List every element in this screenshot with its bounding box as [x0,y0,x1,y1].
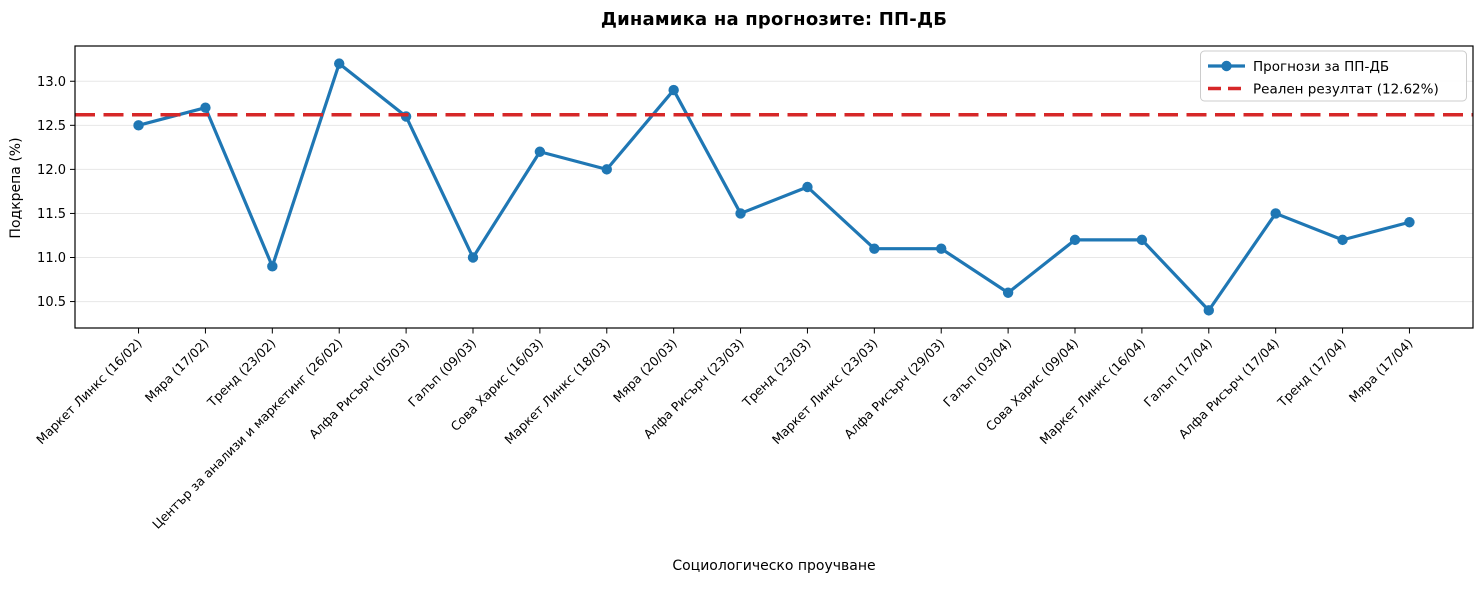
data-point-marker [534,146,546,157]
series-line [136,62,1412,312]
data-point-marker [1337,234,1348,246]
data-point-marker [601,164,612,175]
data-point-marker [936,243,947,254]
legend-box [1200,50,1467,102]
legend-marker-icon [1221,60,1232,72]
data-point-marker [802,181,813,193]
data-point-marker [668,84,679,96]
y-tick-label: 13.0 [37,75,66,90]
data-point-marker [1136,234,1148,246]
data-point-marker [400,111,412,122]
series-forecasts [133,58,1415,316]
chart-title: Динамика на прогнозите: ПП-ДБ [600,9,948,30]
y-tick-label: 11.5 [37,207,66,222]
legend-label: Реален резултат (12.62%) [1253,81,1439,97]
data-point-marker [133,120,144,131]
y-axis: 10.5 11.0 11.5 12.0 12.5 13.0 [37,75,75,310]
y-tick-label: 10.5 [37,295,66,310]
y-tick-label: 11.0 [37,251,66,266]
data-point-marker [334,58,345,69]
data-point-marker [1069,234,1081,246]
y-tick-label: 12.0 [37,163,66,178]
data-point-marker [1270,208,1281,219]
legend-label: Прогнози за ПП-ДБ [1253,59,1389,75]
data-point-marker [200,102,211,113]
y-axis-title: Подкрепа (%) [8,137,24,239]
legend-entry-real-result: Реален резултат (12.62%) [1208,81,1439,97]
data-point-marker [735,208,746,219]
data-point-marker [1203,305,1214,316]
data-point-marker [467,252,479,263]
legend-entry-forecasts: Прогнози за ПП-ДБ [1208,59,1389,75]
y-tick-label: 12.5 [37,119,66,134]
data-point-marker [267,261,278,272]
plot-frame [74,45,1474,329]
data-point-marker [1002,287,1014,298]
x-axis-title: Социологическо проучване [672,558,876,574]
data-point-marker [869,243,880,254]
legend: Прогнози за ПП-ДБ Реален резултат (12.62%… [1200,50,1467,102]
data-point-marker [1404,217,1415,228]
